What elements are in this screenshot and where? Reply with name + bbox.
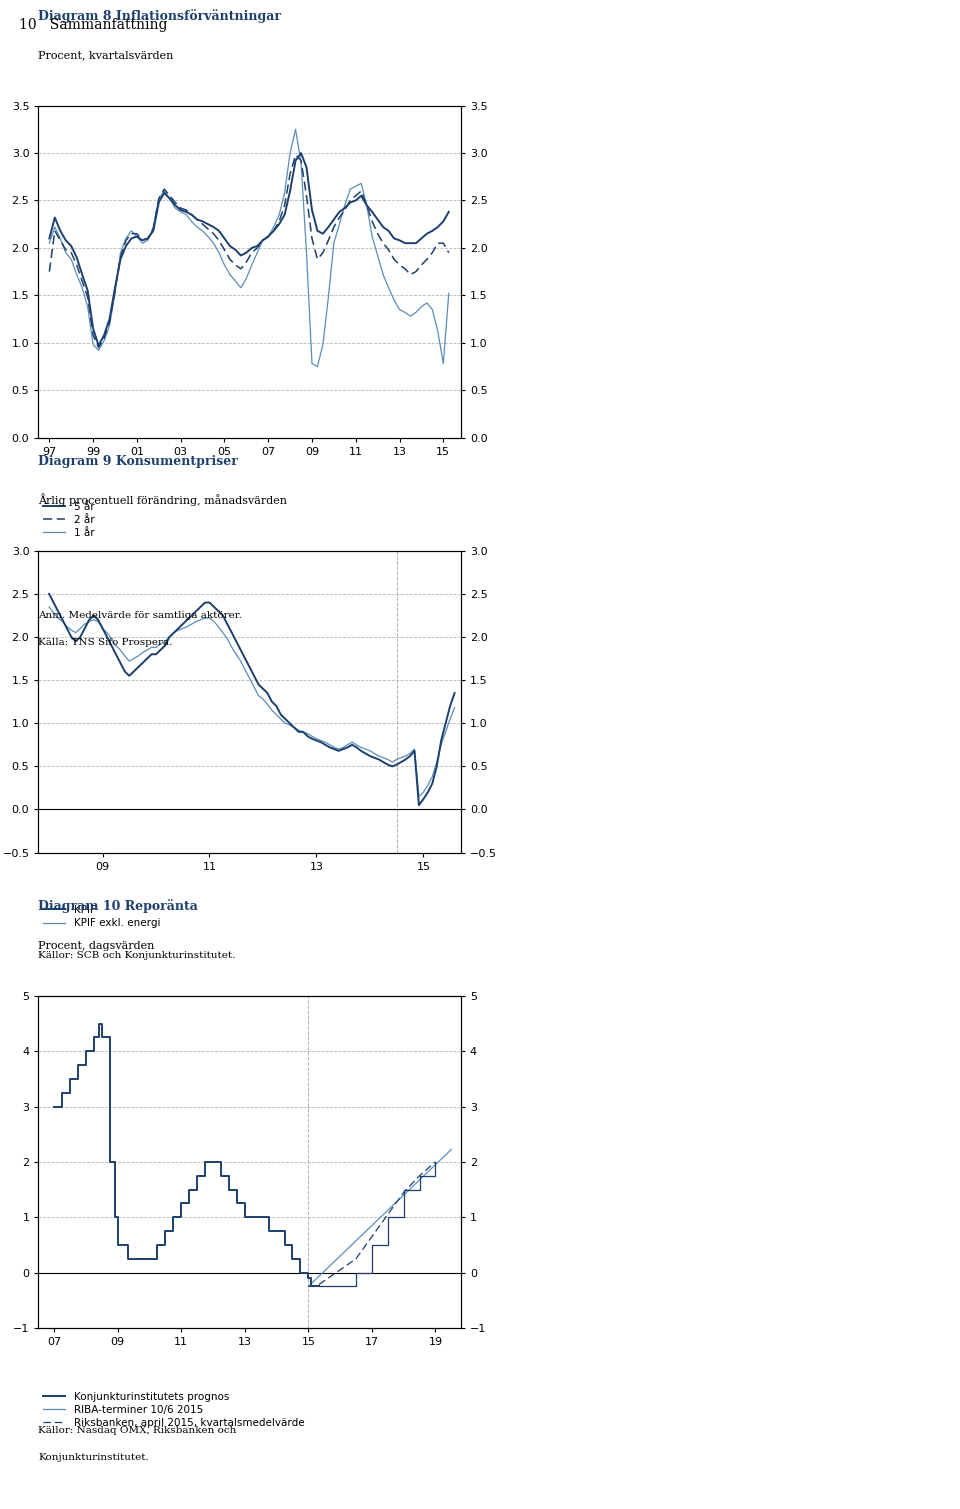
Text: Diagram 9 Konsumentpriser: Diagram 9 Konsumentpriser [38,454,238,468]
Text: Källor: SCB och Konjunkturinstitutet.: Källor: SCB och Konjunkturinstitutet. [38,951,236,960]
Text: Diagram 10 Reporänta: Diagram 10 Reporänta [38,899,199,913]
Legend: KPIF, KPIF exkl. energi: KPIF, KPIF exkl. energi [38,901,164,933]
Text: Årlig procentuell förändring, månadsvärden: Årlig procentuell förändring, månadsvärd… [38,492,287,506]
Text: Anm. Medelvärde för samtliga aktörer.: Anm. Medelvärde för samtliga aktörer. [38,611,242,620]
Text: Procent, dagsvärden: Procent, dagsvärden [38,940,155,951]
Text: Procent, kvartalsvärden: Procent, kvartalsvärden [38,50,174,60]
Legend: Konjunkturinstitutets prognos, RIBA-terminer 10/6 2015, Riksbanken, april 2015, : Konjunkturinstitutets prognos, RIBA-term… [38,1388,308,1432]
Text: Diagram 8 Inflationsförväntningar: Diagram 8 Inflationsförväntningar [38,9,281,23]
Text: Källor: Nasdaq OMX, Riksbanken och: Källor: Nasdaq OMX, Riksbanken och [38,1426,237,1435]
Legend: 5 år, 2 år, 1 år: 5 år, 2 år, 1 år [38,498,99,542]
Text: 10   Sammanfattning: 10 Sammanfattning [19,18,168,32]
Text: Källa: TNS Sifo Prospera.: Källa: TNS Sifo Prospera. [38,638,173,647]
Text: Konjunkturinstitutet.: Konjunkturinstitutet. [38,1453,149,1462]
